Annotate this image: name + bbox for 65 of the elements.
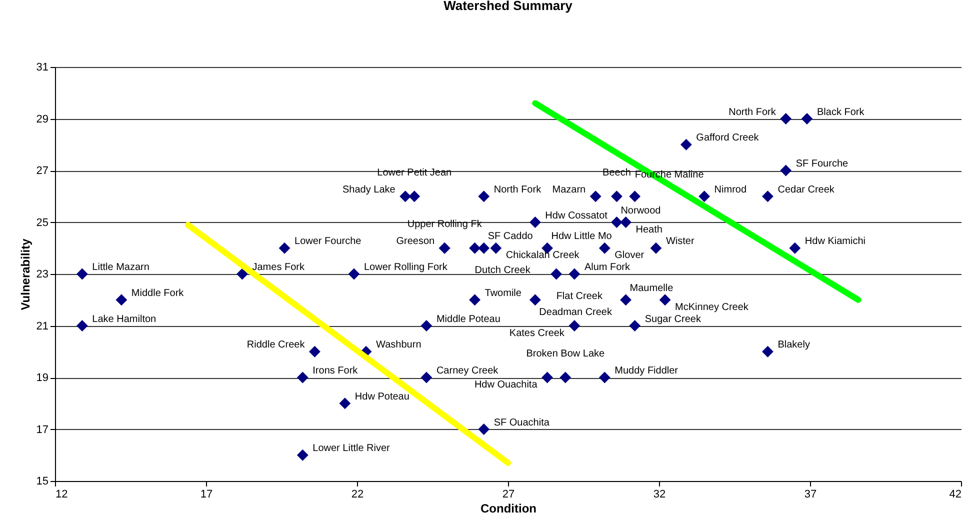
y-tick-label: 25: [36, 216, 48, 229]
annotation: Hdw Little Mo: [551, 231, 612, 242]
annotation: Greeson: [396, 236, 435, 248]
annotation: Hdw Ouachita: [474, 380, 538, 390]
annotation: Heath: [636, 224, 662, 236]
annotation: Lower Fourche: [294, 236, 362, 248]
x-axis-title: Condition: [480, 502, 536, 516]
annotation: North Fork: [728, 106, 777, 118]
annotation: Blakely: [778, 340, 810, 351]
y-tick-label: 27: [36, 165, 48, 177]
x-tick-label: 17: [200, 488, 213, 500]
annotation: Wister: [666, 236, 695, 248]
annotation: Chickalah Creek: [506, 250, 580, 262]
annotation: Shady Lake: [342, 184, 396, 196]
annotation: Flat Creek: [556, 291, 604, 302]
annotation: Cedar Creek: [778, 184, 836, 196]
y-tick-label: 29: [36, 113, 48, 126]
y-tick-label: 17: [36, 424, 48, 436]
annotation: Lake Hamilton: [92, 314, 156, 325]
y-tick-label: 19: [36, 372, 48, 384]
annotation: Hdw Poteau: [354, 391, 410, 402]
annotation: Broken Bow Lake: [526, 348, 605, 360]
annotation: Middle Poteau: [436, 314, 500, 325]
annotation: Little Mazarn: [92, 262, 150, 273]
x-tick-label: 42: [949, 488, 962, 500]
x-tick-label: 22: [351, 488, 364, 500]
annotation: McKinney Creek: [675, 302, 750, 313]
annotation: SF Ouachita: [494, 417, 550, 428]
annotation: Lower Little River: [312, 443, 391, 454]
y-tick-label: 23: [36, 268, 48, 280]
y-axis-title: Vulnerability: [18, 238, 32, 310]
annotation: Maumelle: [630, 282, 674, 294]
annotation: Mazarn: [552, 184, 586, 196]
annotation: SF Caddo: [488, 231, 534, 242]
x-tick-label: 32: [653, 488, 666, 500]
x-tick-label: 27: [502, 488, 515, 500]
x-tick-label: 37: [804, 488, 817, 500]
annotation: Middle Fork: [131, 288, 185, 299]
annotation: Sugar Creek: [644, 314, 702, 325]
annotation: Dutch Creek: [474, 265, 532, 276]
annotation: Glover: [614, 250, 645, 262]
annotation: Hdw Kiamichi: [804, 236, 866, 248]
chart-title: Watershed Summary: [444, 0, 574, 13]
annotation: Irons Fork: [312, 366, 359, 376]
annotation: Kates Creek: [509, 328, 566, 339]
y-tick-label: 21: [36, 320, 48, 332]
y-tick-label: 15: [36, 476, 48, 488]
annotation: Nimrod: [714, 184, 747, 196]
annotation: Norwood: [620, 205, 661, 216]
annotation: Riddle Creek: [246, 340, 306, 351]
annotation: Washburn: [376, 340, 422, 351]
annotation: Carney Creek: [436, 366, 500, 376]
annotation: Black Fork: [816, 106, 866, 118]
annotation: Twomile: [484, 288, 522, 299]
annotation: Hdw Cossatot: [545, 210, 608, 222]
annotation: Muddy Fiddler: [614, 366, 679, 376]
x-tick-label: 12: [56, 488, 68, 500]
annotation: Alum Fork: [584, 262, 631, 273]
annotation: James Fork: [252, 262, 306, 273]
annotation: Lower Rolling Fork: [364, 262, 448, 273]
annotation: SF Fourche: [796, 158, 849, 170]
annotation: Gafford Creek: [696, 132, 760, 144]
annotation: North Fork: [494, 184, 542, 196]
annotation: Deadman Creek: [539, 306, 613, 318]
y-tick-label: 31: [36, 62, 48, 74]
